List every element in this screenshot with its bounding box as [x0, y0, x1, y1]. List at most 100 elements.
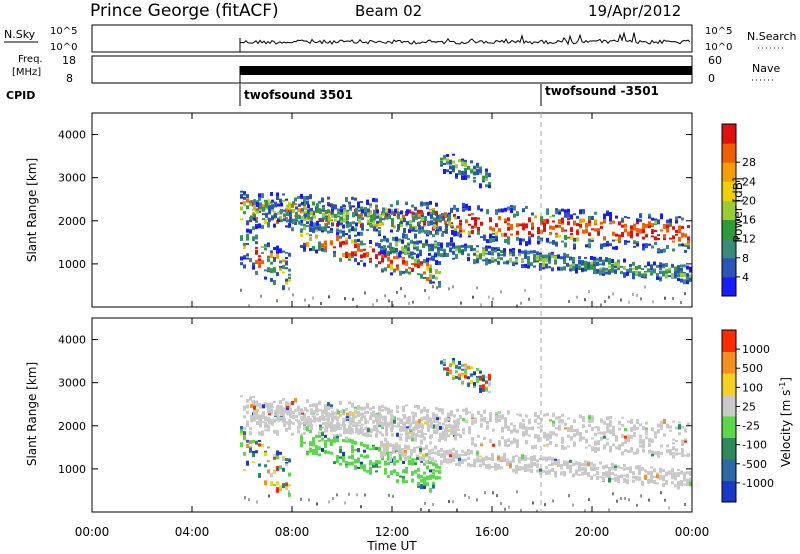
data-cell — [596, 475, 599, 480]
data-cell — [390, 260, 393, 264]
data-cell — [621, 416, 624, 419]
data-cell — [471, 413, 474, 418]
data-cell — [358, 419, 361, 424]
data-cell — [250, 415, 253, 421]
data-cell — [471, 230, 474, 235]
data-cell — [675, 218, 678, 224]
data-cell — [384, 437, 387, 442]
data-cell — [597, 432, 600, 435]
data-cell — [663, 248, 666, 253]
data-cell — [315, 449, 318, 455]
data-cell — [345, 251, 348, 257]
data-cell — [333, 250, 336, 255]
colorbar-segment — [722, 459, 736, 481]
data-cell — [459, 435, 462, 438]
data-cell — [420, 484, 423, 490]
data-cell — [333, 461, 336, 465]
data-cell — [372, 446, 375, 451]
data-cell — [674, 475, 677, 480]
data-cell — [267, 270, 270, 273]
data-cell — [336, 454, 339, 458]
data-cell — [405, 201, 408, 205]
freq-strip: Freq. [MHz] 18 8 60 0 Nave — [12, 54, 780, 85]
data-cell — [379, 431, 382, 435]
data-cell — [330, 242, 333, 245]
data-cell — [437, 242, 440, 247]
data-cell — [628, 498, 630, 502]
data-cell — [375, 228, 378, 232]
data-cell — [588, 220, 591, 224]
data-cell — [506, 461, 509, 467]
data-cell — [446, 458, 449, 461]
data-cell — [585, 438, 588, 443]
data-cell — [615, 233, 618, 237]
data-cell — [427, 424, 430, 428]
data-cell — [295, 211, 298, 217]
data-cell — [464, 365, 467, 370]
data-cell — [267, 460, 270, 463]
data-cell — [270, 473, 273, 478]
data-cell — [653, 475, 656, 478]
data-cell — [408, 425, 411, 429]
data-cell — [527, 465, 530, 469]
cpid-label: CPID — [6, 89, 35, 102]
data-cell — [253, 412, 256, 417]
data-cell — [584, 262, 587, 266]
data-cell — [501, 426, 504, 432]
ytick-label: 2000 — [58, 215, 86, 228]
data-cell — [669, 218, 672, 223]
data-cell — [681, 448, 684, 454]
data-cell — [569, 459, 572, 463]
data-cell — [677, 472, 680, 475]
data-cell — [521, 264, 524, 269]
data-cell — [459, 222, 462, 226]
data-cell — [457, 215, 460, 219]
data-cell — [561, 413, 564, 417]
data-cell — [669, 425, 672, 429]
data-cell — [400, 220, 403, 225]
data-cell — [479, 458, 482, 463]
data-cell — [411, 478, 414, 483]
data-cell — [288, 458, 291, 463]
data-cell — [491, 466, 494, 469]
nsky-frame — [91, 24, 693, 53]
data-cell — [678, 228, 681, 233]
data-cell — [380, 444, 383, 448]
data-cell — [276, 412, 279, 418]
data-cell — [560, 266, 563, 271]
data-cell — [270, 268, 273, 274]
data-cell — [442, 231, 445, 234]
data-cell — [659, 265, 662, 271]
data-cell — [246, 410, 249, 414]
ytick-label: 3000 — [58, 377, 86, 390]
data-cell — [594, 446, 597, 451]
data-cell — [348, 234, 351, 239]
data-cell — [587, 473, 590, 477]
data-cell — [429, 469, 432, 473]
data-cell — [378, 230, 381, 235]
data-cell — [582, 419, 585, 422]
data-cell — [674, 484, 677, 488]
data-cell — [495, 235, 498, 239]
data-cell — [253, 404, 256, 408]
colorbar-segment — [722, 330, 736, 352]
data-cell — [324, 441, 327, 445]
data-cell — [590, 476, 593, 481]
data-cell — [351, 444, 354, 450]
data-cell — [563, 472, 566, 477]
data-cell — [459, 225, 462, 230]
data-cell — [611, 269, 614, 273]
data-cell — [383, 453, 386, 457]
data-cell — [503, 456, 506, 459]
data-cell — [343, 429, 346, 435]
data-cell — [492, 227, 495, 232]
data-cell — [603, 219, 606, 224]
data-cell — [677, 481, 680, 485]
data-cell — [336, 237, 339, 241]
data-cell — [414, 412, 417, 418]
data-cell — [273, 223, 276, 228]
data-cell — [331, 412, 334, 417]
data-cell — [612, 429, 615, 435]
data-cell — [638, 264, 641, 269]
data-cell — [333, 253, 336, 258]
